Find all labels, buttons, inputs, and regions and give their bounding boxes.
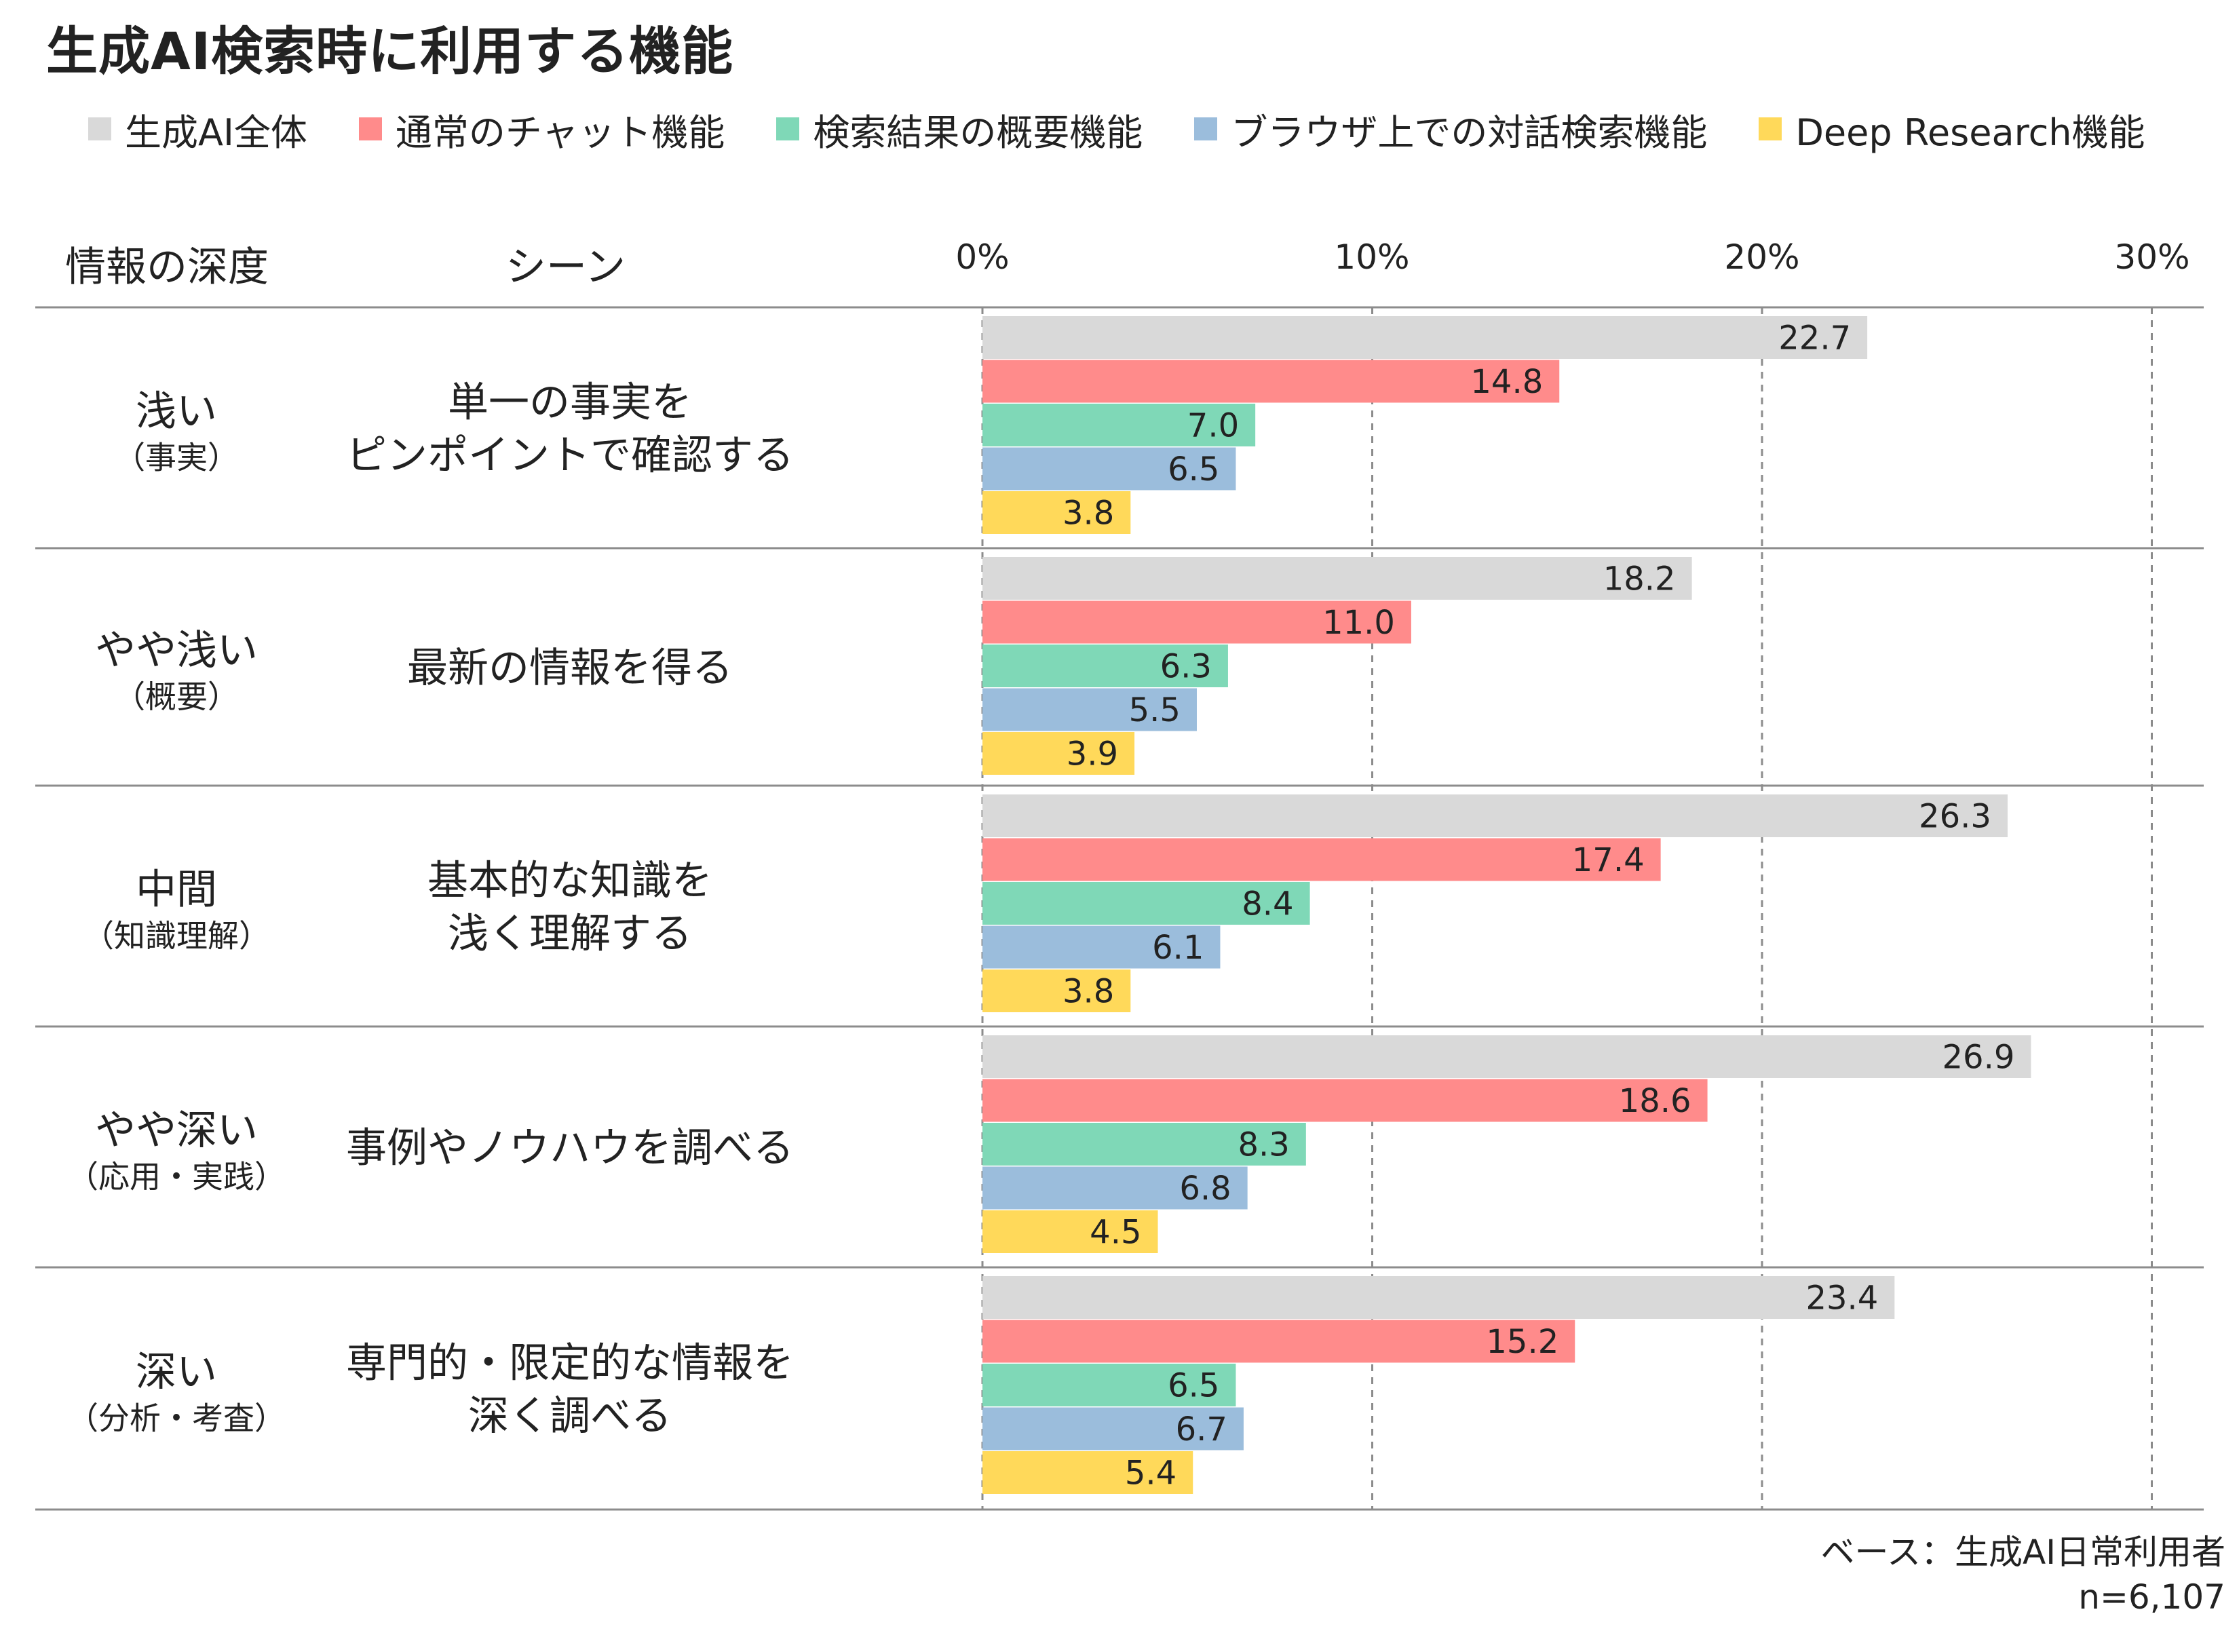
bar xyxy=(982,1407,1244,1451)
legend: 生成AI全体 通常のチャット機能 検索結果の概要機能 ブラウザ上での対話検索機能… xyxy=(88,102,2197,156)
scene-label: 浅く理解する xyxy=(448,910,692,958)
scene-label: 事例やノウハウを調べる xyxy=(346,1125,794,1172)
data-label: 5.5 xyxy=(1129,691,1181,729)
bar xyxy=(982,557,1692,600)
footnote-base: ベース：生成AI日常利用者 xyxy=(1820,1533,2225,1572)
legend-item-all: 生成AI全体 xyxy=(88,102,307,156)
footnote: ベース：生成AI日常利用者 n=6,107 xyxy=(1821,1530,2225,1619)
bar xyxy=(982,1166,1248,1210)
bar xyxy=(982,1123,1306,1166)
bar xyxy=(982,969,1131,1012)
depth-sublabel: （分析・考査） xyxy=(67,1400,286,1437)
bar xyxy=(982,1079,1708,1122)
bar xyxy=(982,360,1560,403)
scene-column-header: シーン xyxy=(505,244,626,291)
data-label: 11.0 xyxy=(1322,604,1395,642)
data-label: 6.1 xyxy=(1152,929,1204,967)
legend-swatch xyxy=(1759,117,1782,140)
depth-sublabel: （事実） xyxy=(114,440,239,476)
data-label: 18.2 xyxy=(1603,560,1676,598)
data-label: 3.9 xyxy=(1067,735,1118,773)
bar xyxy=(982,600,1411,644)
bar xyxy=(982,732,1135,775)
scene-label: 専門的・限定的な情報を xyxy=(346,1340,794,1387)
legend-item-chat: 通常のチャット機能 xyxy=(358,102,725,156)
bar xyxy=(982,447,1236,491)
scene-label: 最新の情報を得る xyxy=(407,645,733,692)
data-label: 26.9 xyxy=(1943,1039,2015,1077)
bar xyxy=(982,688,1197,731)
bar xyxy=(982,1320,1575,1363)
footnote-n: n=6,107 xyxy=(2078,1577,2225,1617)
x-tick-label: 0% xyxy=(955,237,1010,277)
bar xyxy=(982,1364,1236,1406)
data-label: 7.0 xyxy=(1187,407,1239,445)
legend-swatch xyxy=(358,117,382,140)
bar xyxy=(982,1451,1193,1494)
chart-title: 生成AI検索時に利用する機能 xyxy=(46,21,734,81)
bar xyxy=(982,1035,2031,1078)
data-label: 22.7 xyxy=(1778,320,1851,358)
bar xyxy=(982,491,1131,534)
x-tick-label: 10% xyxy=(1334,237,1410,277)
legend-label: Deep Research機能 xyxy=(1795,111,2145,154)
data-label: 14.8 xyxy=(1470,363,1543,401)
legend-swatch xyxy=(88,117,111,140)
bar xyxy=(982,316,1868,359)
depth-label: やや浅い xyxy=(95,627,258,674)
legend-label: ブラウザ上での対話検索機能 xyxy=(1231,111,1708,154)
depth-label: 中間 xyxy=(136,866,217,914)
legend-item-summary: 検索結果の概要機能 xyxy=(776,102,1143,156)
scene-label: 基本的な知識を xyxy=(427,858,712,905)
data-label: 18.6 xyxy=(1619,1082,1691,1120)
bar xyxy=(982,1210,1158,1253)
data-label: 6.8 xyxy=(1179,1170,1231,1208)
depth-label: 深い xyxy=(136,1349,217,1396)
x-tick-label: 20% xyxy=(1724,237,1800,277)
data-label: 8.4 xyxy=(1242,885,1293,923)
bar xyxy=(982,1276,1895,1319)
data-label: 8.3 xyxy=(1238,1126,1289,1164)
legend-label: 検索結果の概要機能 xyxy=(813,111,1143,154)
data-label: 15.2 xyxy=(1486,1323,1558,1361)
data-label: 26.3 xyxy=(1919,798,1991,836)
data-label: 6.3 xyxy=(1160,648,1212,686)
data-label: 6.7 xyxy=(1176,1410,1227,1448)
scene-label: 単一の事実を xyxy=(448,379,692,427)
legend-swatch xyxy=(776,117,800,140)
x-tick-label: 30% xyxy=(2114,237,2190,277)
depth-label: やや深い xyxy=(95,1107,258,1155)
data-label: 23.4 xyxy=(1805,1280,1878,1318)
legend-item-deep-research: Deep Research機能 xyxy=(1759,102,2145,156)
bar xyxy=(982,794,2008,837)
legend-label: 通常のチャット機能 xyxy=(395,111,725,154)
bar xyxy=(982,925,1221,969)
depth-column-header: 情報の深度 xyxy=(65,244,269,291)
legend-swatch xyxy=(1194,117,1218,140)
bar xyxy=(982,838,1661,881)
data-label: 5.4 xyxy=(1125,1455,1176,1493)
scene-label: ピンポイントで確認する xyxy=(346,432,794,480)
bar xyxy=(982,645,1228,687)
bar xyxy=(982,404,1256,446)
scene-label: 深く調べる xyxy=(468,1393,672,1440)
data-label: 17.4 xyxy=(1572,841,1645,879)
depth-sublabel: （概要） xyxy=(114,678,239,715)
legend-label: 生成AI全体 xyxy=(125,111,307,154)
legend-item-browser: ブラウザ上での対話検索機能 xyxy=(1194,102,1707,156)
data-label: 6.5 xyxy=(1168,1367,1219,1405)
data-label: 4.5 xyxy=(1090,1214,1141,1252)
bar xyxy=(982,882,1310,925)
data-label: 6.5 xyxy=(1168,450,1219,488)
depth-label: 浅い xyxy=(136,388,217,436)
data-label: 3.8 xyxy=(1063,973,1114,1011)
depth-sublabel: （知識理解） xyxy=(83,918,270,955)
depth-sublabel: （応用・実践） xyxy=(67,1159,286,1195)
data-label: 3.8 xyxy=(1063,495,1114,533)
